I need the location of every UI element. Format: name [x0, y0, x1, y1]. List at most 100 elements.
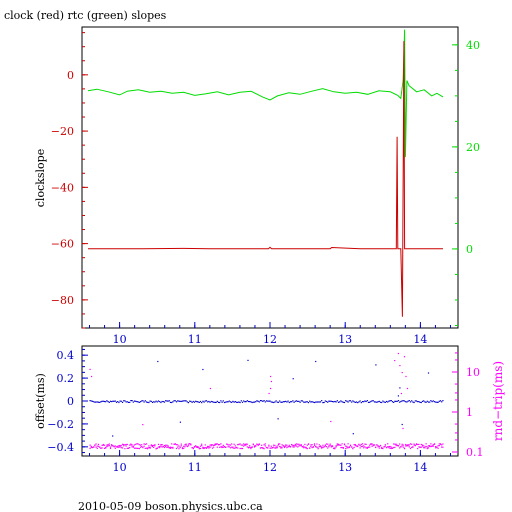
round-trip-point: [396, 445, 398, 447]
round-trip-point: [186, 445, 188, 447]
offset-point: [253, 401, 256, 403]
offset-point: [357, 402, 359, 404]
round-trip-point: [95, 446, 97, 448]
round-trip-point: [355, 445, 358, 447]
round-trip-point: [280, 447, 282, 449]
bottom-left-tick-label: 0: [67, 395, 74, 408]
round-trip-point: [394, 446, 396, 448]
round-trip-point: [387, 446, 389, 448]
offset-point: [126, 401, 128, 403]
round-trip-point: [322, 446, 324, 449]
round-trip-point: [249, 445, 251, 447]
offset-point: [383, 401, 385, 403]
round-trip-point: [426, 446, 428, 448]
round-trip-point: [438, 443, 440, 445]
round-trip-point: [211, 447, 214, 449]
offset-point: [373, 401, 376, 403]
offset-point: [394, 400, 396, 402]
round-trip-point: [168, 447, 170, 449]
offset-point: [289, 401, 292, 403]
round-trip-point: [294, 445, 296, 447]
round-trip-point: [160, 444, 162, 446]
offset-point: [322, 402, 324, 404]
round-trip-point: [149, 446, 151, 448]
round-trip-point: [324, 445, 326, 447]
offset-point: [281, 401, 283, 403]
round-trip-point: [390, 446, 392, 448]
round-trip-point: [107, 444, 109, 446]
round-trip-point: [219, 444, 221, 446]
round-trip-point: [201, 444, 203, 447]
offset-point: [234, 401, 236, 403]
offset-point: [139, 401, 142, 403]
offset-outlier-point: [292, 378, 294, 380]
round-trip-outlier-point: [400, 392, 402, 395]
offset-point: [113, 400, 115, 402]
offset-point: [211, 401, 214, 403]
round-trip-point: [288, 446, 290, 448]
offset-point: [235, 401, 238, 403]
offset-point: [166, 400, 168, 402]
round-trip-point: [246, 446, 248, 448]
round-trip-point: [216, 446, 218, 448]
round-trip-point: [264, 445, 266, 447]
round-trip-point: [166, 444, 168, 446]
round-trip-point: [221, 446, 223, 448]
round-trip-point: [401, 445, 403, 447]
offset-point: [203, 401, 205, 403]
bottom-left-tick-label: 0.4: [57, 349, 75, 362]
offset-point: [231, 401, 233, 403]
offset-point: [287, 400, 289, 402]
round-trip-point: [389, 445, 391, 448]
offset-point: [240, 400, 242, 402]
round-trip-point: [327, 447, 329, 449]
round-trip-point: [300, 444, 302, 446]
round-trip-point: [330, 445, 332, 447]
round-trip-point: [287, 445, 289, 448]
round-trip-point: [437, 445, 439, 447]
round-trip-point: [340, 444, 342, 446]
top-x-tick-label: 12: [263, 333, 277, 346]
round-trip-point: [437, 447, 439, 449]
round-trip-point: [340, 447, 342, 449]
round-trip-point: [103, 444, 106, 446]
round-trip-point: [378, 447, 380, 449]
offset-point: [321, 400, 323, 402]
offset-point: [286, 401, 288, 403]
round-trip-point: [178, 448, 180, 450]
round-trip-point: [401, 443, 403, 445]
offset-point: [283, 401, 286, 403]
round-trip-point: [295, 445, 298, 447]
offset-point: [345, 400, 347, 402]
round-trip-point: [130, 444, 132, 446]
offset-point: [210, 400, 212, 403]
round-trip-point: [345, 448, 347, 450]
round-trip-point: [347, 447, 349, 449]
round-trip-point: [243, 445, 245, 447]
top-y-axis-label: clockslope: [34, 149, 47, 207]
offset-point: [396, 400, 398, 402]
round-trip-point: [269, 447, 271, 449]
round-trip-point: [125, 445, 127, 447]
round-trip-point: [291, 444, 293, 446]
clock-slope-series-red: [88, 41, 443, 317]
round-trip-point: [252, 443, 254, 445]
offset-point: [329, 400, 331, 402]
top-left-tick-label: −40: [51, 181, 74, 194]
round-trip-point: [409, 443, 412, 445]
round-trip-point: [360, 445, 362, 448]
round-trip-point: [144, 447, 146, 449]
offset-point: [291, 401, 293, 403]
round-trip-point: [96, 447, 98, 449]
offset-point: [360, 402, 362, 404]
offset-point: [313, 401, 316, 404]
offset-point: [238, 401, 240, 403]
round-trip-point: [420, 443, 422, 446]
offset-point: [193, 401, 196, 403]
offset-point: [377, 401, 379, 403]
offset-point: [156, 401, 158, 403]
round-trip-point: [377, 445, 379, 447]
offset-point: [347, 401, 349, 403]
round-trip-point: [261, 447, 263, 449]
round-trip-point: [103, 447, 106, 449]
